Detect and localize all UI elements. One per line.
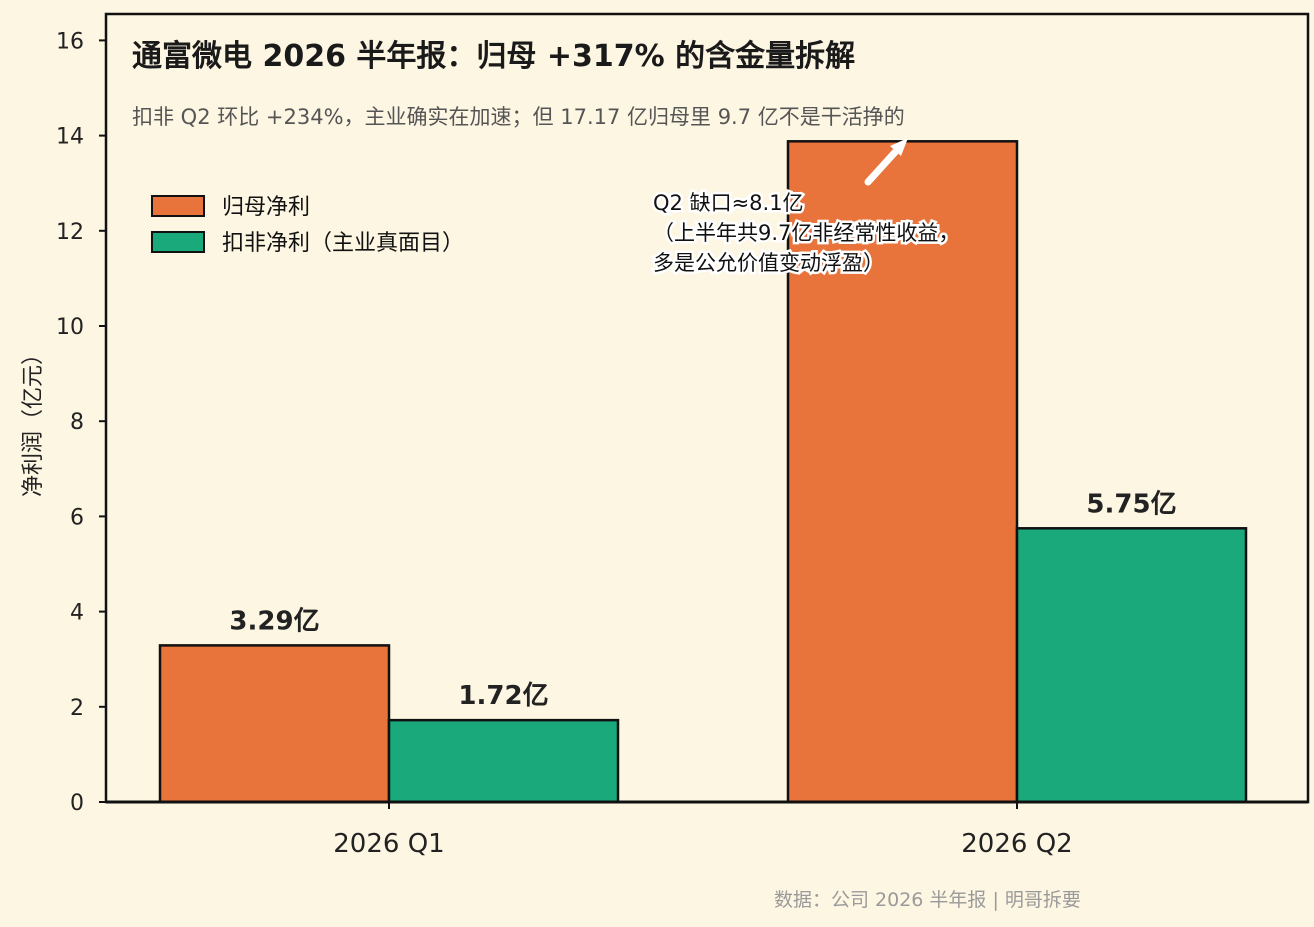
y-tick-label: 4: [70, 601, 84, 626]
legend-swatch: [151, 195, 205, 217]
legend-label: 扣非净利（主业真面目）: [222, 231, 464, 256]
annotation-line: （上半年共9.7亿非经常性收益，: [653, 221, 959, 245]
bar: [786, 140, 1019, 804]
y-tick-label: 14: [56, 125, 84, 150]
bar-data-label: 1.72亿: [458, 681, 548, 711]
source-note: 数据：公司 2026 半年报 | 明哥拆要: [774, 889, 1081, 911]
chart-title: 通富微电 2026 半年报：归母 +317% 的含金量拆解: [132, 39, 855, 74]
y-tick-label: 0: [70, 791, 84, 816]
annotation: Q2 缺口≈8.1亿 （上半年共9.7亿非经常性收益， 多是公允价值变动浮盈）: [651, 138, 962, 278]
annotation-arrow-shaft: [864, 146, 901, 186]
y-tick-label: 10: [56, 315, 84, 340]
bar-data-label: 5.75亿: [1086, 489, 1176, 519]
bar: [158, 644, 391, 804]
y-axis-label: 净利润（亿元）: [21, 343, 46, 497]
y-tick-label: 8: [70, 410, 84, 435]
annotation-line: 多是公允价值变动浮盈）: [653, 251, 884, 275]
chart-subtitle: 扣非 Q2 环比 +234%，主业确实在加速；但 17.17 亿归母里 9.7 …: [132, 105, 905, 129]
y-tick-label: 12: [56, 220, 84, 245]
legend-label: 归母净利: [222, 195, 310, 220]
bar: [1015, 527, 1248, 804]
bar-data-label: 3.29亿: [229, 606, 319, 636]
y-tick-label: 6: [70, 505, 84, 530]
legend-swatch: [151, 231, 205, 253]
annotation-line: Q2 缺口≈8.1亿: [653, 191, 804, 215]
bar: [387, 718, 620, 804]
y-tick-label: 2: [70, 696, 84, 721]
x-tick-label: 2026 Q2: [961, 829, 1072, 859]
x-tick-label: 2026 Q1: [333, 829, 444, 859]
annotation-arrow-head: [890, 138, 908, 156]
y-tick-label: 16: [56, 29, 84, 54]
